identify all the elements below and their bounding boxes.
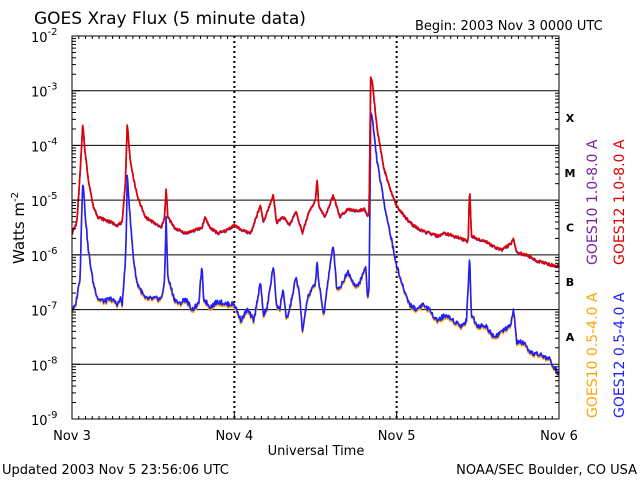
flare-class-x: X <box>566 112 575 125</box>
series-line-0 <box>71 113 560 377</box>
legend-goes10-long: GOES10 1.0-8.0 A <box>585 139 601 265</box>
flare-class-labels: X M C B A <box>565 112 576 344</box>
y-axis-label-text: Watts m <box>10 202 28 264</box>
flare-class-a: A <box>566 331 575 344</box>
y-tick-label: 10-9 <box>31 410 58 429</box>
y-tick-label: 10-5 <box>31 191 58 210</box>
x-tick-label: Nov 4 <box>215 429 253 444</box>
series-line-2 <box>71 77 560 269</box>
plot-frame <box>71 35 560 420</box>
y-axis-label-exponent: -2 <box>10 192 21 202</box>
flare-class-c: C <box>566 222 574 235</box>
y-tick-label: 10-6 <box>31 246 58 265</box>
x-tick-label: Nov 3 <box>53 429 91 444</box>
legend-goes12-short: GOES12 0.5-4.0 A <box>612 292 628 418</box>
x-axis-label: Universal Time <box>268 444 365 459</box>
y-tick-label: 10-8 <box>31 355 58 374</box>
chart-title: GOES Xray Flux (5 minute data) <box>34 9 306 29</box>
series-lines <box>71 76 560 377</box>
series-line-3 <box>71 76 560 268</box>
y-tick-label: 10-7 <box>31 301 58 320</box>
y-tick-label: 10-4 <box>31 136 58 155</box>
y-tick-label: 10-2 <box>31 27 58 46</box>
begin-label: Begin: 2003 Nov 3 0000 UTC <box>415 19 603 34</box>
gridlines <box>72 36 559 419</box>
credit-label: NOAA/SEC Boulder, CO USA <box>456 463 637 478</box>
x-axis-ticks: Nov 3 Nov 4 Nov 5 Nov 6 <box>53 36 578 444</box>
y-axis-label: Watts m-2 <box>10 192 28 264</box>
legend-goes12-long: GOES12 1.0-8.0 A <box>612 139 628 265</box>
y-axis-ticks: 10-2 10-3 10-4 10-5 10-6 10-7 10-8 10-9 <box>31 27 559 429</box>
flare-class-m: M <box>565 167 576 180</box>
x-tick-label: Nov 5 <box>378 429 416 444</box>
flare-class-b: B <box>566 276 574 289</box>
series-line-1 <box>71 111 560 376</box>
updated-label: Updated 2003 Nov 5 23:56:06 UTC <box>2 463 229 478</box>
y-tick-label: 10-3 <box>31 82 58 101</box>
legend-goes10-short: GOES10 0.5-4.0 A <box>585 292 601 418</box>
x-tick-label: Nov 6 <box>540 429 578 444</box>
legend: GOES10 1.0-8.0 A GOES12 1.0-8.0 A GOES10… <box>585 139 628 418</box>
